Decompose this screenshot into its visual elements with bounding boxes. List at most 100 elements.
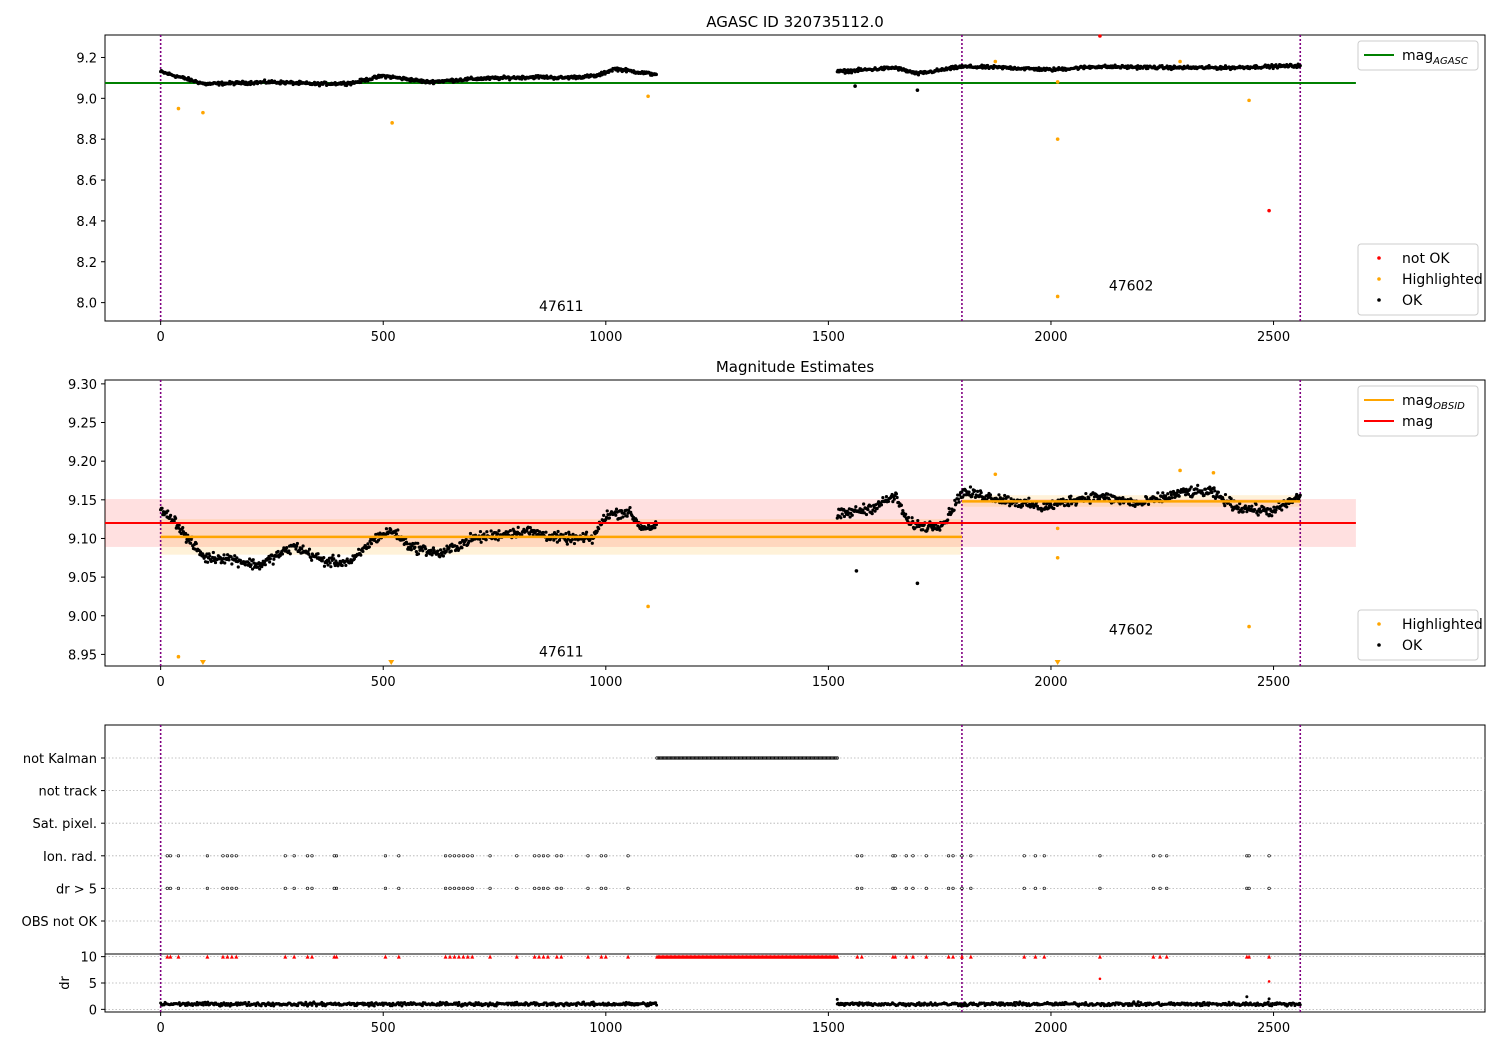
ok-point <box>899 503 903 507</box>
ok-point <box>288 552 292 556</box>
ok-point <box>479 540 483 544</box>
ok-point <box>869 504 873 508</box>
ok-point <box>1003 493 1007 498</box>
ok-point <box>369 542 374 546</box>
ok-point <box>1183 493 1188 497</box>
ok-point <box>886 499 891 504</box>
ok-point <box>295 544 299 548</box>
highlighted-point <box>390 121 394 125</box>
ok-point <box>409 548 413 552</box>
flag-point <box>546 886 550 891</box>
ok-point <box>1210 490 1214 495</box>
ok-point <box>881 496 885 500</box>
x-tick-label: 2000 <box>1034 1021 1067 1036</box>
ok-point <box>329 565 333 569</box>
y-tick-label: 9.0 <box>76 92 97 107</box>
flag-point <box>470 886 474 891</box>
ok-outlier-point <box>915 88 920 92</box>
y-tick-label: 9.10 <box>68 532 97 547</box>
flag-point <box>604 854 608 858</box>
ok-point <box>1067 504 1071 508</box>
dr-clipped-marker <box>225 954 230 959</box>
dr-clipped-marker <box>283 954 288 959</box>
ok-point <box>166 509 170 513</box>
ok-point <box>610 69 614 73</box>
ok-point <box>1177 494 1181 498</box>
flag-point <box>1267 854 1271 858</box>
ok-point <box>337 554 341 558</box>
dr-clipped-marker <box>383 954 388 959</box>
ok-point <box>647 524 651 528</box>
dr-ok-point <box>420 1004 424 1008</box>
dr-clipped-marker <box>452 954 457 959</box>
flag-point <box>541 886 546 891</box>
flag-point <box>1245 886 1249 891</box>
y-tick-label: 9.30 <box>68 378 97 393</box>
ok-point <box>544 530 548 534</box>
flag-point <box>397 854 401 858</box>
ok-point <box>320 559 324 563</box>
ok-point <box>1258 507 1262 511</box>
ok-point <box>384 527 389 531</box>
dr-ok-point <box>1200 1004 1204 1008</box>
flag-point <box>1245 854 1249 858</box>
legend-entry-label: Highlighted <box>1402 617 1483 633</box>
dr-clipped-marker <box>959 954 964 959</box>
dr-ok-point <box>1113 1003 1117 1007</box>
ok-point <box>236 565 240 569</box>
dr-clipped-marker <box>532 954 537 959</box>
ok-point <box>976 489 980 493</box>
ok-point <box>1121 496 1125 500</box>
ok-point <box>850 513 854 517</box>
ok-point <box>628 505 632 510</box>
category-label: not Kalman <box>23 752 97 767</box>
ok-point <box>206 560 210 564</box>
ok-point <box>263 563 267 567</box>
y-tick-label: 8.0 <box>76 297 97 312</box>
agasc-panel-plot: 0 500 1000 1500 2000 2500 8.0 8.2 8.4 8.6 8.8 9.0 9.… <box>76 34 1486 345</box>
agasc-panel-title: AGASC ID 320735112.0 <box>706 13 884 31</box>
ok-point <box>251 558 255 562</box>
dr-clipped-marker <box>229 954 234 959</box>
y-tick-label: 9.2 <box>76 51 97 66</box>
ok-point <box>1256 513 1260 517</box>
legend-dot-marker <box>1377 277 1381 281</box>
ok-point <box>971 492 975 496</box>
flag-point <box>205 854 209 858</box>
flag-point <box>176 886 181 891</box>
x-tick-label: 1000 <box>589 1021 622 1036</box>
ok-point <box>842 514 847 519</box>
x-tick-label: 2500 <box>1257 1021 1290 1036</box>
ok-point <box>438 548 443 552</box>
dr-clipped-marker <box>396 954 401 959</box>
legend-entry-subscript: AGASC <box>1432 56 1468 67</box>
flag-point <box>165 886 169 891</box>
flag-point <box>332 886 336 891</box>
flag-point <box>332 854 336 858</box>
ok-point <box>285 545 289 550</box>
dr-clipped-marker <box>205 954 210 959</box>
dr-clipped-marker <box>488 954 493 959</box>
ok-point <box>1238 502 1242 506</box>
ok-point <box>218 556 223 560</box>
y-tick-label: 9.20 <box>68 455 97 470</box>
ok-point <box>211 550 215 555</box>
flag-point <box>626 854 630 858</box>
ok-point <box>1272 505 1276 509</box>
ok-point <box>938 528 942 532</box>
highlighted-point <box>1055 80 1060 84</box>
y-tick-label: 9.25 <box>68 417 97 432</box>
ok-point <box>537 530 542 534</box>
flag-point <box>165 854 169 858</box>
flag-point <box>946 886 951 891</box>
ok-point <box>1253 508 1257 512</box>
legend-dot-marker <box>1377 298 1381 302</box>
dr-panel-ylabel: dr <box>58 976 73 990</box>
flag-point <box>443 886 448 891</box>
ok-point <box>326 563 330 567</box>
axes-frame <box>104 34 1486 322</box>
legend-entry-label: mag <box>1402 414 1433 430</box>
dr-ok-point <box>1013 1004 1017 1008</box>
x-tick-label: 500 <box>371 330 396 345</box>
ok-point <box>1087 496 1091 500</box>
